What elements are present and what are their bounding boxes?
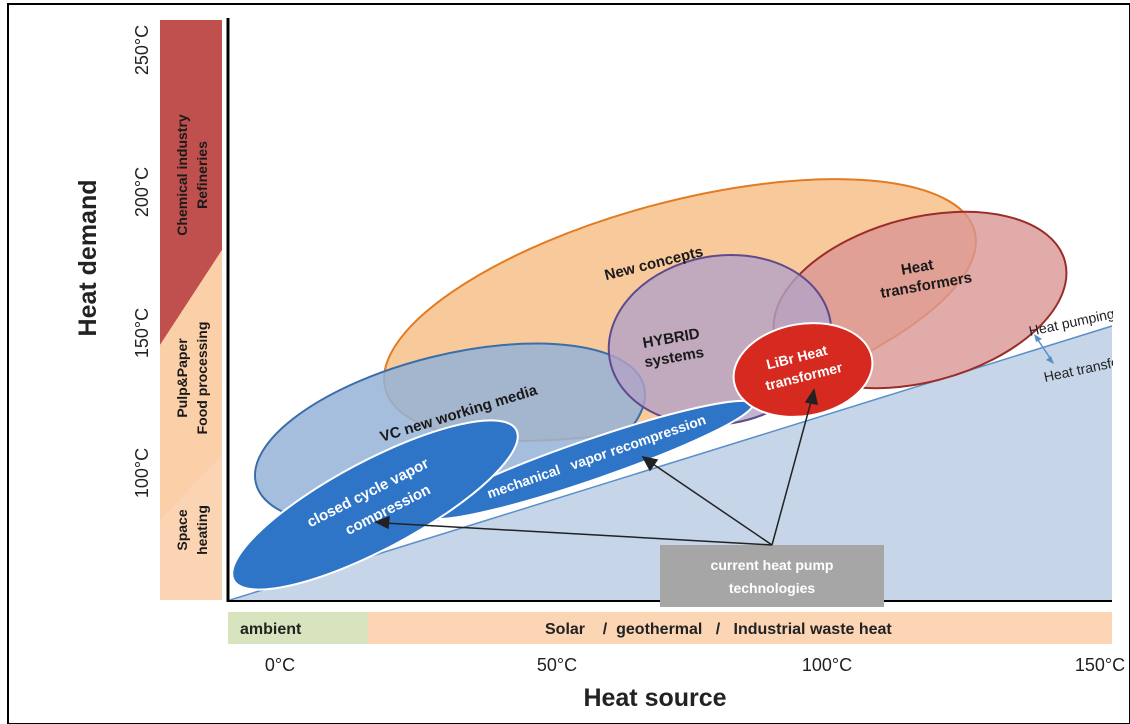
callout-box <box>660 545 884 607</box>
x-tick-150: 150°C <box>1075 655 1125 675</box>
arrow-to-libr <box>771 397 813 546</box>
label-heat-transformers-1: Heat <box>900 256 935 278</box>
callout-line-1: current heat pump <box>711 557 834 573</box>
band-space-label-1: Space <box>174 509 190 550</box>
arrow-to-closed-cycle <box>383 522 773 546</box>
boundary-arrow-head-up <box>1034 334 1042 342</box>
band-solar <box>368 612 1112 644</box>
boundary-arrow-head-down <box>1046 356 1054 364</box>
y-tick-250: 250°C <box>132 25 152 75</box>
band-chemical-label-2: Refineries <box>194 141 210 209</box>
boundary-double-arrow <box>1035 336 1053 362</box>
x-tick-100: 100°C <box>802 655 852 675</box>
y-tick-150: 150°C <box>132 308 152 358</box>
arrow-head-mvr <box>641 455 659 472</box>
band-chemical-label-1: Chemical industry <box>174 114 190 236</box>
arrow-head-closed-cycle <box>374 515 390 530</box>
figure-frame <box>7 3 1130 724</box>
band-pulp-shade <box>160 250 222 520</box>
arrow-to-mvr <box>649 461 773 546</box>
x-tick-0: 0°C <box>265 655 295 675</box>
band-space-label-2: heating <box>194 505 210 555</box>
band-ambient <box>228 612 368 644</box>
band-pulp-label-2: Food processing <box>194 322 210 435</box>
band-solar-label: Solar / geothermal / Industrial waste he… <box>545 621 892 638</box>
callout-line-2: technologies <box>729 580 816 596</box>
band-pulp-label-1: Pulp&Paper <box>174 338 190 418</box>
region-closed-cycle <box>231 419 519 591</box>
arrow-head-libr <box>804 388 818 405</box>
y-tick-200: 200°C <box>132 167 152 217</box>
x-tick-50: 50°C <box>537 655 577 675</box>
y-tick-100: 100°C <box>132 448 152 498</box>
band-ambient-label: ambient <box>240 621 302 638</box>
x-axis-title: Heat source <box>583 684 726 712</box>
y-axis-title: Heat demand <box>74 180 102 337</box>
region-libr <box>732 322 874 418</box>
